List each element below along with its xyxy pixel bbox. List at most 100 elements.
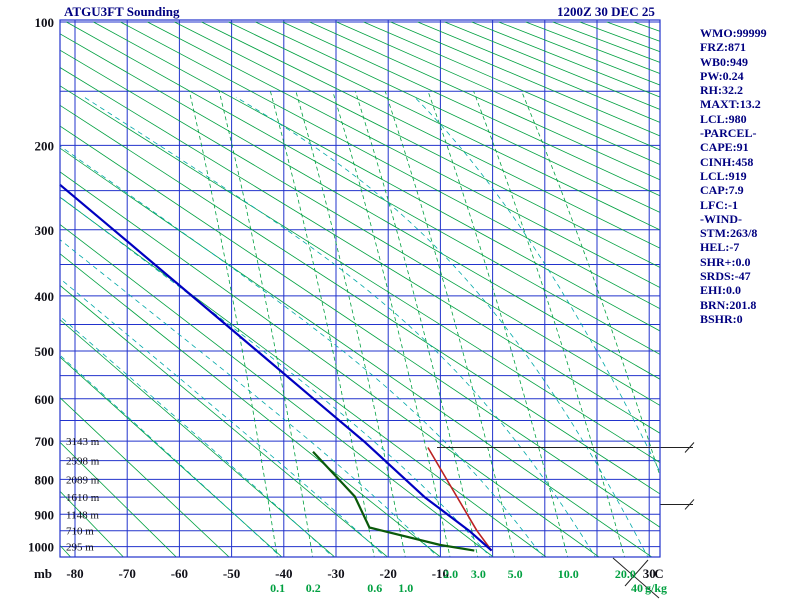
height-label: 295 m <box>66 542 94 554</box>
dry-adiabat-line <box>60 284 388 557</box>
mixing-ratio-line <box>189 91 278 557</box>
stats-panel: WMO:99999 FRZ:871 WB0:949 PW:0.24 RH:32.2 MAX… <box>700 26 800 326</box>
height-label: 1610 m <box>66 492 100 504</box>
plot-border <box>59 19 661 558</box>
stat-line: LCL:980 <box>700 111 747 126</box>
moist-adiabat-line <box>60 278 386 557</box>
pressure-tick-label: 600 <box>35 392 55 407</box>
height-label: 710 m <box>66 526 94 538</box>
pressure-tick-label: 500 <box>35 344 55 359</box>
pressure-tick-label: 1000 <box>28 540 54 555</box>
stat-line: SRDS:-47 <box>700 269 751 284</box>
dewpoint-trace <box>312 451 475 552</box>
dry-adiabat-line <box>120 21 660 310</box>
temp-tick-label: 30 <box>643 566 656 581</box>
stat-line: LFC:-1 <box>700 197 738 212</box>
stat-line: WMO:99999 <box>700 26 767 40</box>
stat-line: FRZ:871 <box>700 40 746 55</box>
mixing-ratio-line <box>270 91 375 557</box>
mixing-ratio-line <box>332 91 451 557</box>
stat-line: CAP:7.9 <box>700 183 744 198</box>
mixing-ratio-label: 0.1 <box>270 581 285 595</box>
moist-adiabat-line <box>414 96 660 474</box>
dry-adiabat-line <box>60 147 652 557</box>
temperature-trace <box>59 183 493 552</box>
mixing-ratio-label: 0.2 <box>306 581 321 595</box>
stat-line: CAPE:91 <box>700 140 749 155</box>
stat-line: BSHR:0 <box>700 311 743 326</box>
mixing-unit-label: g/kg <box>645 581 667 595</box>
mixing-ratio-label: 2.0 <box>443 567 458 581</box>
mixing-ratio-label: 20.0 <box>615 567 636 581</box>
temp-tick-label: -80 <box>66 566 83 581</box>
dry-adiabat-line <box>66 21 660 355</box>
height-label: 2089 m <box>66 474 100 486</box>
dry-adiabat-line <box>60 33 660 380</box>
stat-line: LCL:919 <box>700 168 747 183</box>
pressure-tick-label: 200 <box>35 138 55 153</box>
dry-adiabat-line <box>60 67 660 434</box>
dry-adiabat-line <box>255 21 660 213</box>
parcel-trace <box>427 447 493 552</box>
moist-adiabat-line <box>60 196 491 557</box>
moist-adiabat-line <box>60 315 334 557</box>
moist-adiabat-line <box>60 354 282 557</box>
dry-adiabat-line <box>60 125 660 528</box>
stat-line: STM:263/8 <box>700 226 758 241</box>
moist-adiabat-line <box>60 145 544 557</box>
temp-tick-label: -50 <box>223 566 240 581</box>
dry-adiabat-line <box>60 441 177 557</box>
dry-adiabat-line <box>336 21 660 166</box>
mixing-ratio-line <box>473 91 625 557</box>
pressure-tick-label: 800 <box>35 472 55 487</box>
height-label: 3143 m <box>66 436 100 448</box>
mixing-ratio-line <box>355 91 479 557</box>
moist-adiabat-line <box>60 239 439 557</box>
plot-area <box>60 20 660 557</box>
dry-adiabat-line <box>93 21 660 332</box>
mixing-ratio-label: 0.6 <box>367 581 382 595</box>
mixing-ratio-label: 1.0 <box>398 581 413 595</box>
wind-mark <box>612 557 660 599</box>
pressure-tick-label: 700 <box>35 434 55 449</box>
mixing-ratio-label: 5.0 <box>508 567 523 581</box>
dry-adiabat-line <box>201 21 660 249</box>
dry-adiabat-line <box>147 21 660 288</box>
stat-line: SHR+:0.0 <box>700 254 751 269</box>
dry-adiabat-line <box>60 104 660 495</box>
stat-line: CINH:458 <box>700 154 754 169</box>
temp-tick-label: -60 <box>171 566 188 581</box>
stat-line: -PARCEL- <box>700 126 757 141</box>
pressure-tick-label: 100 <box>35 15 55 30</box>
stat-line: MAXT:13.2 <box>700 97 761 112</box>
mixing-ratio-label: 10.0 <box>558 567 579 581</box>
moist-adiabat-line <box>235 96 649 557</box>
stat-line: HEL:-7 <box>700 240 740 255</box>
dry-adiabat-line <box>363 21 660 151</box>
dry-adiabat-line <box>417 21 660 123</box>
dry-adiabat-line <box>309 21 660 181</box>
dry-adiabat-line <box>60 49 660 406</box>
mixing-ratio-line <box>295 91 406 557</box>
pressure-tick-label: 400 <box>35 289 55 304</box>
mixing-ratio-line <box>218 91 314 557</box>
height-label: 1148 m <box>66 509 99 521</box>
temp-tick-label: -30 <box>327 566 344 581</box>
chart-title: ATGU3FT Sounding <box>64 4 180 19</box>
dry-adiabat-line <box>228 21 660 231</box>
mixing-ratio-label: 3.0 <box>471 567 486 581</box>
temp-tick-label: -70 <box>119 566 136 581</box>
dry-adiabat-line <box>282 21 660 197</box>
pressure-axis-unit: mb <box>34 566 52 581</box>
dry-adiabat-line <box>60 85 660 464</box>
level-marker-tick <box>684 499 695 510</box>
pressure-tick-label: 900 <box>35 507 55 522</box>
temp-tick-label: -20 <box>380 566 397 581</box>
temp-tick-label: -40 <box>275 566 292 581</box>
pressure-tick-label: 300 <box>35 223 55 238</box>
stat-line: WB0:949 <box>700 54 748 69</box>
stat-line: PW:0.24 <box>700 68 744 83</box>
stat-line: RH:32.2 <box>700 83 743 98</box>
dry-adiabat-line <box>60 319 335 557</box>
